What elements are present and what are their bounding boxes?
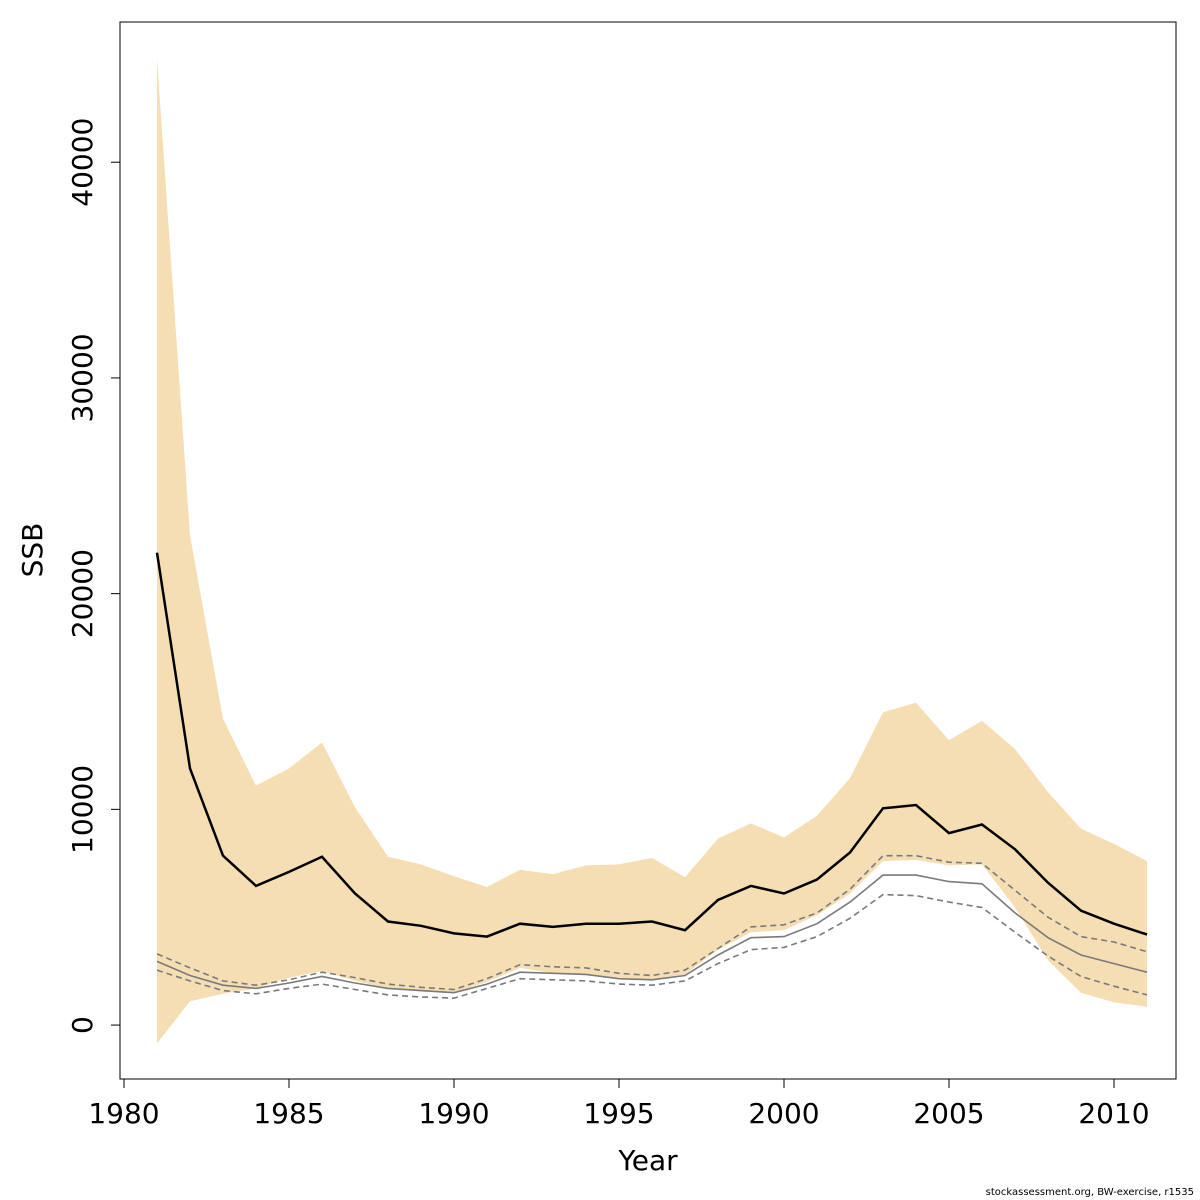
y-tick-label: 10000 (66, 765, 99, 854)
x-tick-label: 2010 (1078, 1097, 1149, 1130)
y-tick-label: 40000 (66, 118, 99, 207)
credit-text: stockassessment.org, BW-exercise, r1535 (985, 1187, 1194, 1198)
confidence-band (157, 58, 1147, 1044)
series-layer (155, 552, 1148, 999)
x-tick-label: 1990 (418, 1097, 489, 1130)
confidence-band-layer (157, 58, 1147, 1044)
x-tick-label: 2005 (913, 1097, 984, 1130)
x-tick-label: 1980 (88, 1097, 159, 1130)
y-tick-label: 0 (66, 1016, 99, 1034)
series-line-solid-grey (156, 874, 1148, 994)
x-tick-label: 1985 (253, 1097, 324, 1130)
y-tick-label: 20000 (66, 549, 99, 638)
y-axis-label: SSB (16, 523, 49, 578)
y-tick-label: 30000 (66, 333, 99, 422)
x-tick-label: 1995 (583, 1097, 654, 1130)
series-line-solid-black (155, 552, 1148, 938)
y-axis: 0 10000 20000 30000 40000 (66, 118, 121, 1034)
x-axis-label: Year (617, 1144, 678, 1177)
series-line-dashed-lower (156, 893, 1148, 999)
x-axis: 1980 1985 1990 1995 2000 2005 2010 (88, 1078, 1150, 1130)
series-line-dashed-upper (156, 854, 1148, 991)
x-tick-label: 2000 (748, 1097, 819, 1130)
